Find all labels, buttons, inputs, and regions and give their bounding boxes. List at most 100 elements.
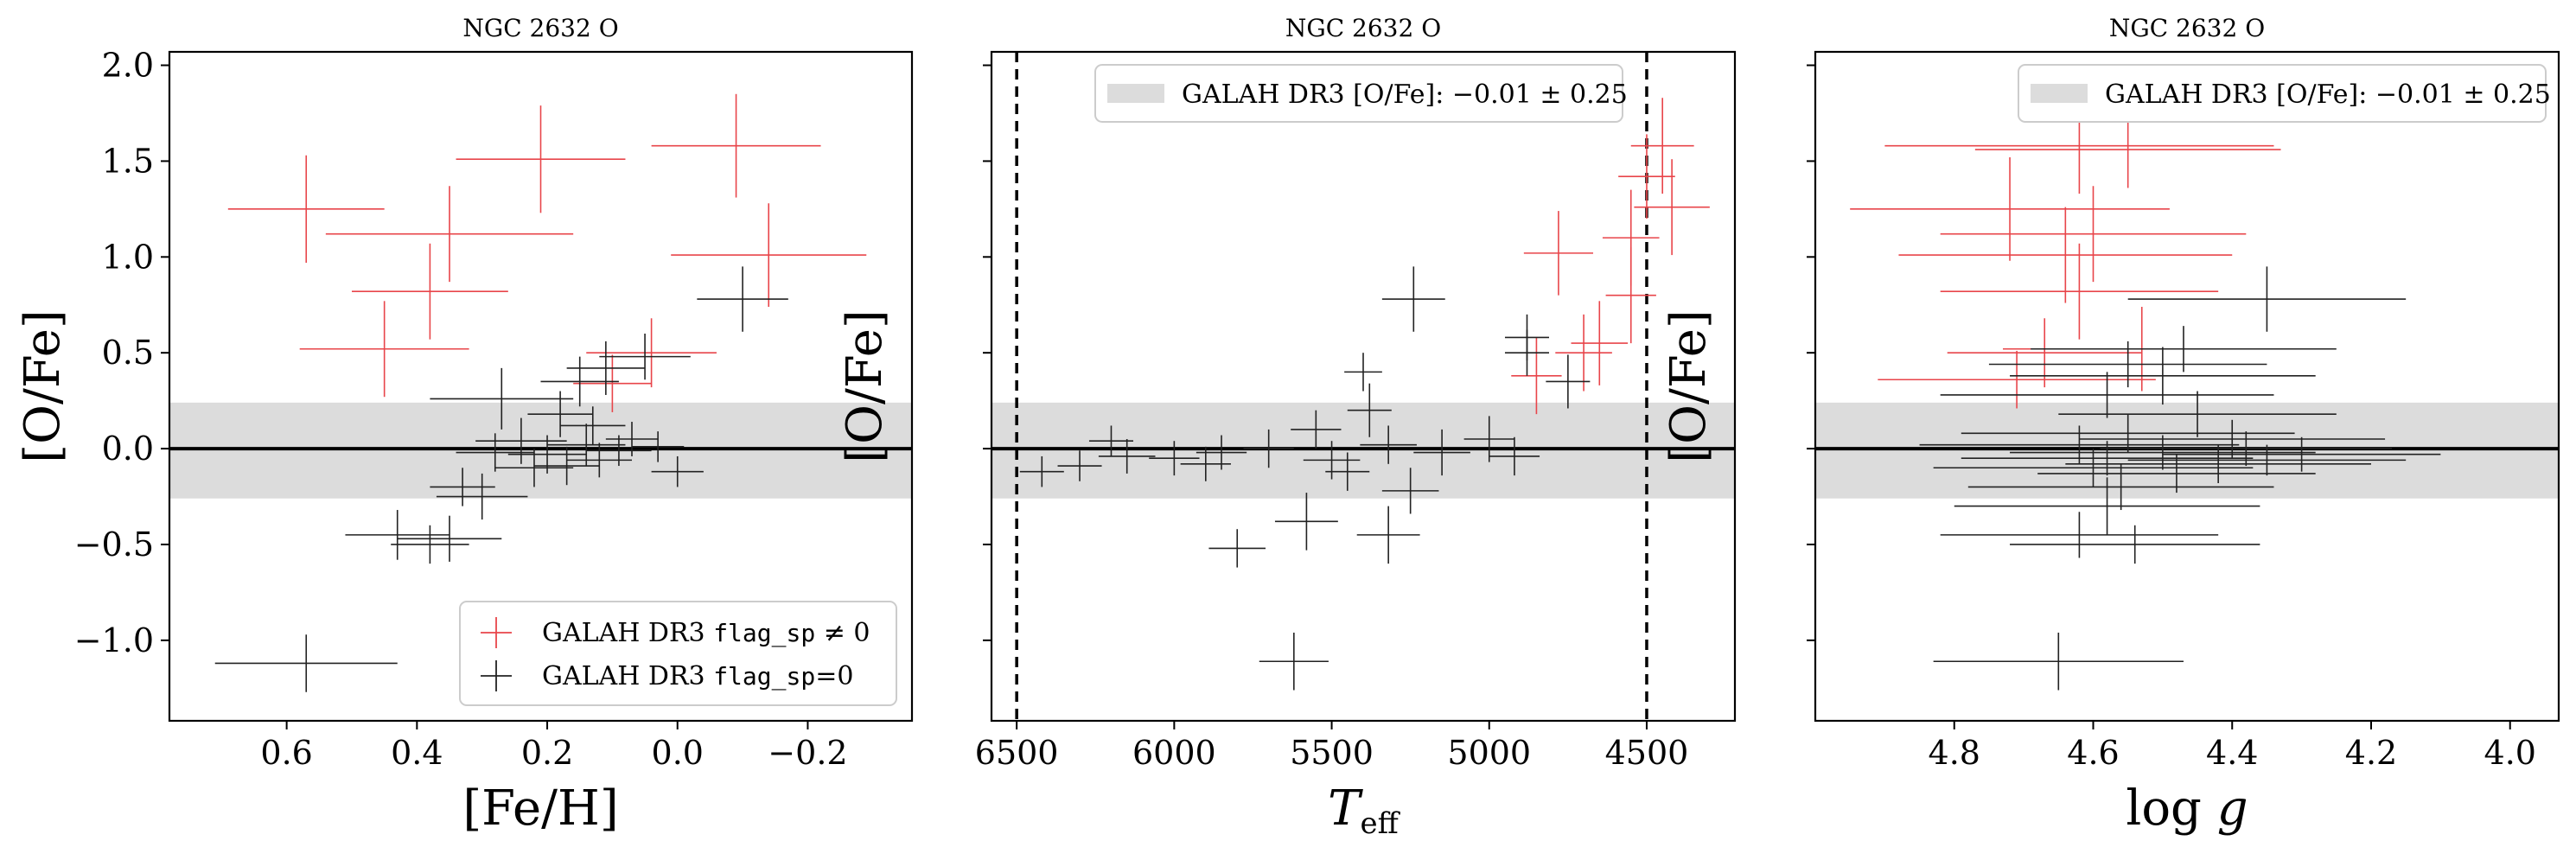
x-tick-label: 0.0	[652, 734, 704, 772]
x-tick-label: 5500	[1290, 734, 1374, 772]
legend-label: GALAH DR3 flag_sp=0	[542, 661, 853, 691]
data-point-unflagged	[1954, 477, 2260, 535]
data-point-flagged	[351, 243, 508, 340]
data-point-unflagged	[2010, 347, 2316, 405]
galah-band	[992, 402, 1735, 499]
plot-area	[169, 93, 912, 692]
data-point-flagged	[586, 318, 717, 388]
data-point-unflagged	[1940, 372, 2274, 418]
x-tick-label: 6000	[1132, 734, 1216, 772]
data-point-unflagged	[697, 266, 788, 332]
data-point-flagged	[1634, 159, 1710, 256]
legend-frame	[2018, 64, 2547, 123]
data-point-flagged	[1555, 314, 1612, 392]
data-point-unflagged	[599, 334, 691, 380]
data-point-unflagged	[1413, 429, 1470, 476]
data-point-unflagged	[2031, 326, 2337, 373]
plot-area	[992, 52, 1735, 721]
data-point-flagged	[1511, 337, 1562, 415]
data-point-unflagged	[1988, 341, 2267, 388]
x-axis-label: Teff	[1328, 780, 1400, 841]
chart-title: NGC 2632 O	[1285, 14, 1441, 42]
y-axis-label: [O/Fe]	[837, 309, 893, 462]
data-point-unflagged	[1933, 632, 2184, 691]
legend: GALAH DR3 flag_sp ≠ 0 GALAH DR3 flag_sp=0	[459, 601, 897, 706]
data-point-flagged	[671, 203, 867, 307]
data-point-unflagged	[456, 433, 534, 472]
data-point-unflagged	[566, 443, 632, 478]
data-point-flagged	[227, 155, 385, 263]
data-point-unflagged	[560, 406, 626, 445]
chart-panel-3: 4.8 4.6 4.4 4.2 4.0 NGC 2632 O [O/Fe] log g GALA…	[1661, 14, 2560, 837]
x-axis-label: log g	[2126, 780, 2248, 837]
x-tick-label: 4.4	[2206, 734, 2258, 772]
data-point-unflagged	[1381, 266, 1445, 332]
data-point-unflagged	[1098, 438, 1156, 474]
data-point-unflagged	[1546, 354, 1591, 409]
data-point-flagged	[1618, 134, 1675, 219]
axes-frame	[990, 50, 1737, 723]
data-point-flagged	[1898, 207, 2233, 303]
y-tick-label: −1.0	[74, 621, 154, 659]
chart-panel-2: 6500 6000 5500 5000 4500 NGC 2632 O [O/Fe] Teff…	[837, 14, 1737, 841]
data-point-unflagged	[1243, 429, 1294, 468]
y-tick-label: 2.0	[102, 47, 154, 85]
data-point-unflagged	[1344, 353, 1382, 392]
data-point-unflagged	[566, 341, 646, 395]
y-tick-label: 0.5	[102, 334, 154, 372]
data-point-unflagged	[475, 417, 567, 464]
data-point-flagged	[1523, 211, 1594, 296]
data-point-flagged	[1974, 111, 2281, 188]
data-point-flagged	[456, 105, 626, 213]
data-point-unflagged	[586, 435, 652, 467]
data-point-unflagged	[1360, 425, 1417, 464]
x-tick-label: 0.2	[521, 734, 573, 772]
data-point-unflagged	[1347, 383, 1392, 437]
legend-band-swatch	[1107, 84, 1164, 103]
galah-band	[1815, 402, 2559, 499]
y-tick-label: 1.5	[102, 142, 154, 180]
data-point-unflagged	[533, 446, 600, 486]
legend-label: GALAH DR3 [O/Fe]: −0.01 ± 0.25	[1182, 80, 1628, 110]
y-tick-label: 1.0	[102, 238, 154, 276]
data-point-unflagged	[436, 473, 528, 520]
x-axis-label: [Fe/H]	[462, 780, 618, 837]
data-point-unflagged	[1057, 450, 1102, 481]
legend-band-swatch	[2031, 84, 2088, 103]
data-point-unflagged	[494, 449, 574, 487]
data-point-unflagged	[631, 431, 685, 462]
legend-label: GALAH DR3 [O/Fe]: −0.01 ± 0.25	[2105, 80, 2551, 110]
data-point-flagged	[573, 354, 652, 412]
data-point-unflagged	[1940, 512, 2219, 558]
x-tick-label: 5000	[1447, 734, 1531, 772]
axes-frame	[168, 50, 914, 723]
data-point-unflagged	[1961, 441, 2254, 476]
data-point-flagged	[651, 93, 821, 198]
legend-label: GALAH DR3 flag_sp ≠ 0	[542, 618, 870, 648]
data-point-unflagged	[527, 391, 593, 437]
data-point-unflagged	[1149, 441, 1200, 476]
data-point-unflagged	[2065, 444, 2371, 483]
data-point-flagged	[1571, 301, 1629, 385]
data-point-flagged	[1878, 350, 2156, 409]
data-point-unflagged	[1933, 449, 2254, 487]
data-point-unflagged	[1967, 463, 2274, 511]
galah-band	[169, 402, 912, 499]
legend: GALAH DR3 [O/Fe]: −0.01 ± 0.25	[2018, 64, 2551, 123]
y-tick-label: −0.5	[74, 525, 154, 564]
data-point-unflagged	[1259, 632, 1329, 691]
data-point-unflagged	[345, 510, 450, 560]
data-point-flagged	[1940, 186, 2247, 283]
data-point-unflagged	[214, 634, 398, 692]
data-point-flagged	[1850, 156, 2170, 261]
x-tick-label: 4.6	[2067, 734, 2119, 772]
legend: GALAH DR3 [O/Fe]: −0.01 ± 0.25	[1094, 64, 1628, 123]
data-point-unflagged	[1504, 329, 1549, 376]
data-point-unflagged	[2162, 436, 2441, 472]
data-point-unflagged	[2058, 391, 2337, 437]
data-point-flagged	[1947, 318, 2142, 388]
data-point-unflagged	[1961, 414, 2295, 453]
data-point-flagged	[1630, 98, 1694, 194]
data-point-flagged	[299, 301, 469, 398]
